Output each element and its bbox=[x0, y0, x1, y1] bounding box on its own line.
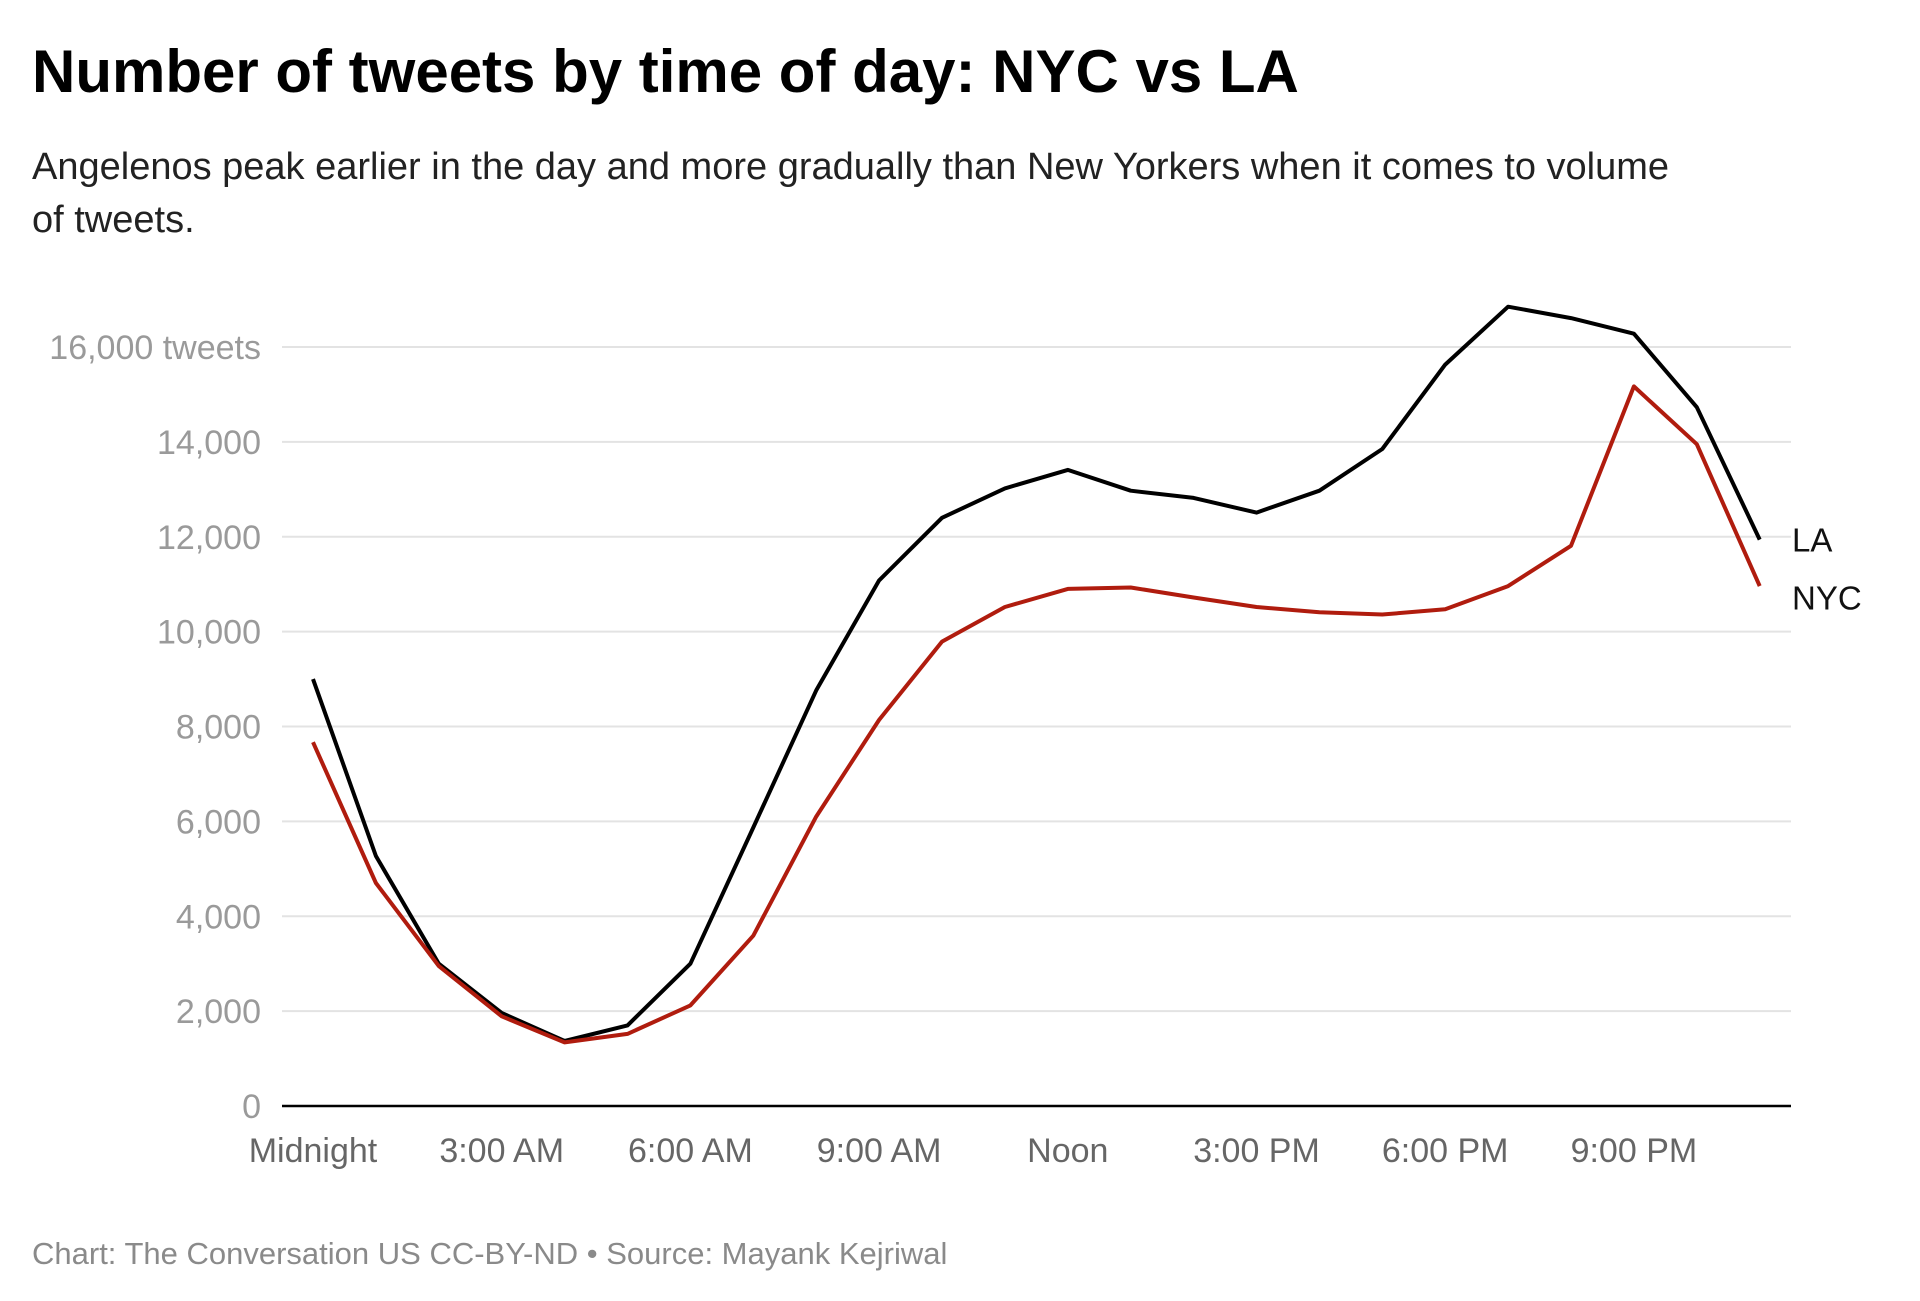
y-tick-label: 2,000 bbox=[176, 993, 261, 1031]
y-tick-label: 16,000 tweets bbox=[49, 329, 261, 367]
y-tick-label: 0 bbox=[242, 1088, 261, 1126]
gridlines bbox=[282, 346, 1791, 1013]
series-line-nyc bbox=[311, 384, 1762, 1045]
x-tick-label: 6:00 PM bbox=[1382, 1132, 1509, 1170]
x-axis-ticks: Midnight 3:00 AM 6:00 AM 9:00 AM Noon 3:00 PM… bbox=[249, 1132, 1697, 1170]
chart-subtitle-line-1: Angelenos peak earlier in the day and mo… bbox=[32, 146, 1669, 188]
y-tick-label: 6,000 bbox=[176, 803, 261, 841]
x-tick-label: 3:00 AM bbox=[439, 1132, 564, 1170]
chart-footer: Chart: The Conversation US CC-BY-ND • So… bbox=[32, 1236, 947, 1271]
y-tick-label: 4,000 bbox=[176, 898, 261, 936]
y-tick-label: 14,000 bbox=[157, 424, 261, 462]
x-tick-label: Midnight bbox=[249, 1132, 378, 1170]
series-label-nyc: NYC bbox=[1792, 580, 1862, 617]
series-line-la bbox=[311, 304, 1762, 1043]
y-tick-label: 12,000 bbox=[157, 519, 261, 557]
x-tick-label: 9:00 PM bbox=[1571, 1132, 1698, 1170]
y-axis-ticks: 0 2,000 4,000 6,000 8,000 10,000 12,000 14,000 1… bbox=[49, 329, 261, 1126]
x-tick-label: 6:00 AM bbox=[628, 1132, 753, 1170]
chart-title: Number of tweets by time of day: NYC vs … bbox=[32, 38, 1299, 105]
y-tick-label: 8,000 bbox=[176, 709, 261, 747]
x-tick-label: Noon bbox=[1027, 1132, 1108, 1170]
series-lines: LA NYC bbox=[311, 304, 1862, 1045]
x-tick-label: 3:00 PM bbox=[1193, 1132, 1320, 1170]
y-tick-label: 10,000 bbox=[157, 614, 261, 652]
x-tick-label: 9:00 AM bbox=[817, 1132, 942, 1170]
chart-subtitle-line-2: of tweets. bbox=[32, 199, 195, 241]
series-label-la: LA bbox=[1792, 522, 1832, 559]
